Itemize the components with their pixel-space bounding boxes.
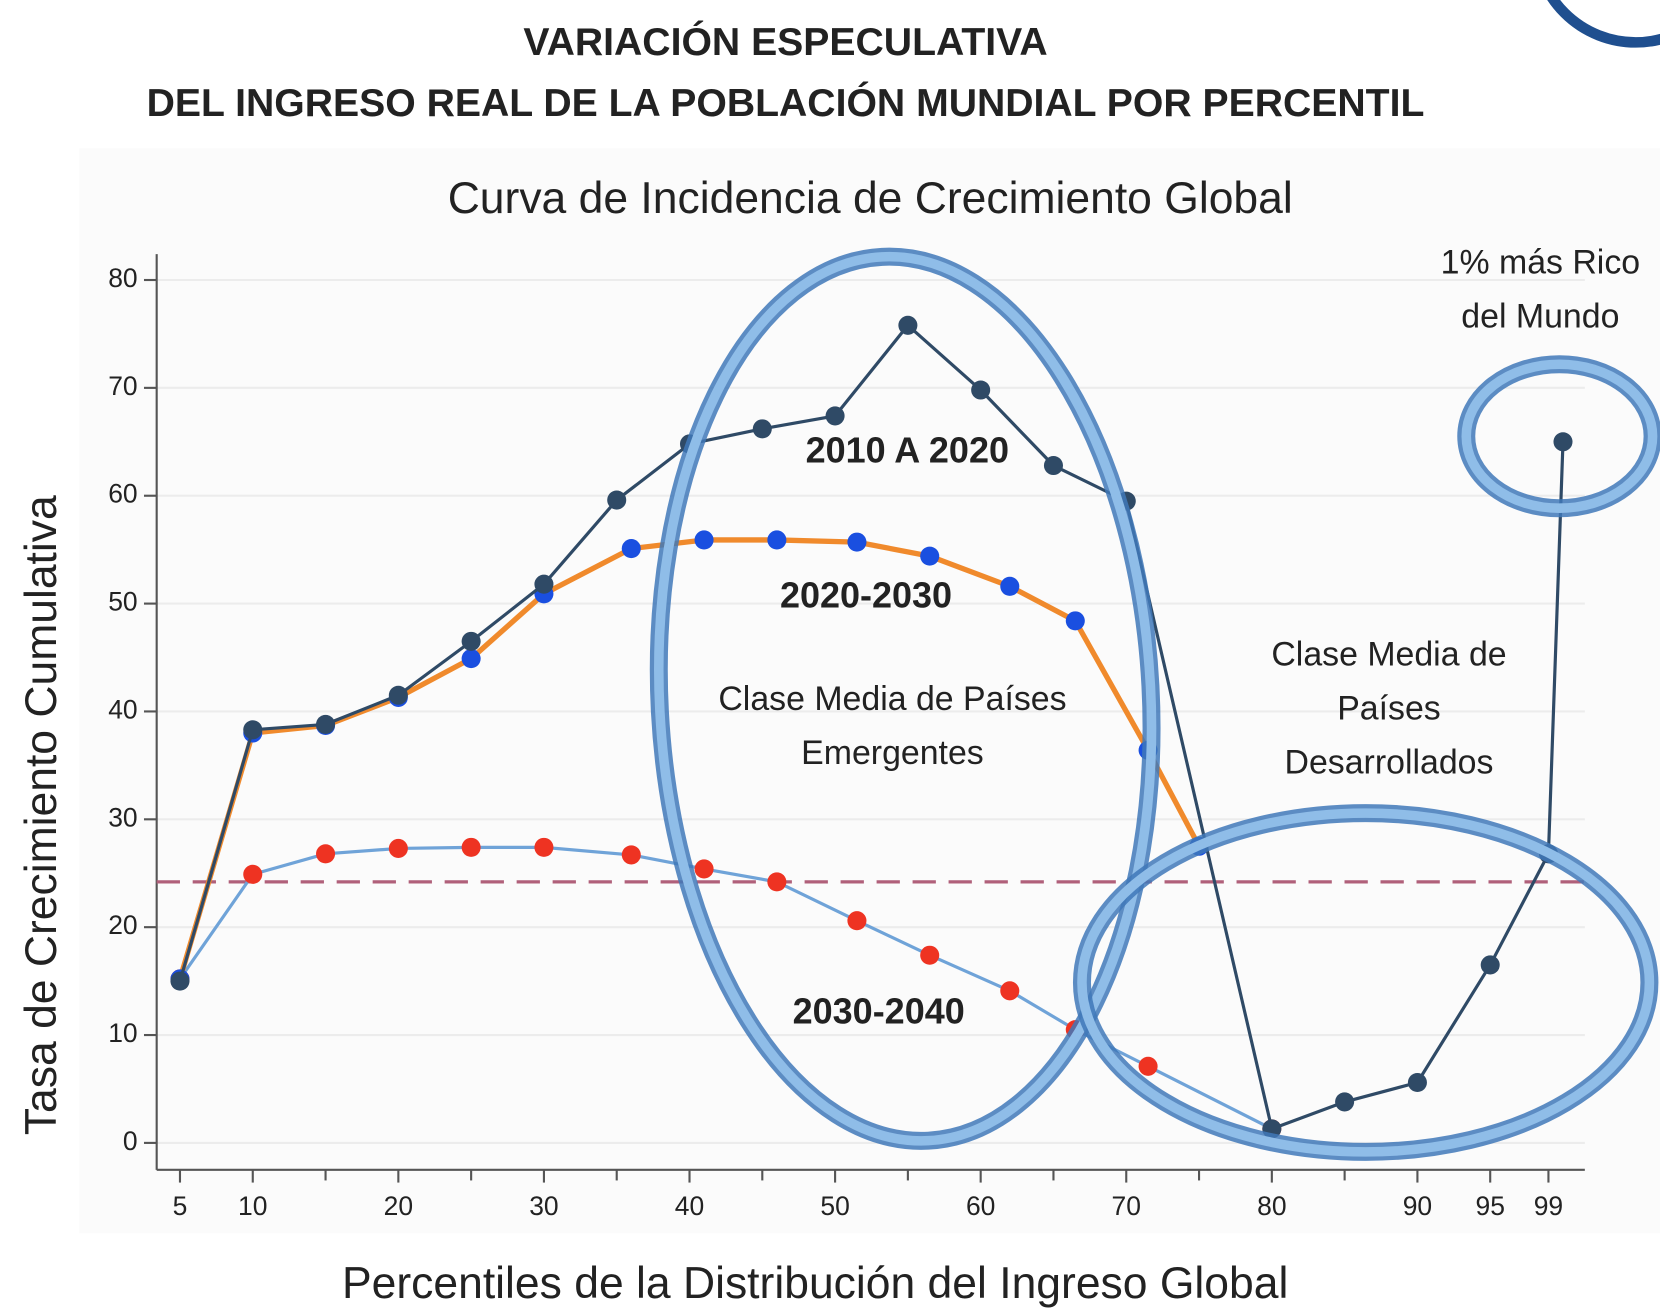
series-marker [1480,955,1500,975]
series-marker [170,971,190,991]
x-tick-label: 90 [1403,1191,1432,1221]
series-marker [1553,432,1573,452]
plot-background [79,148,1660,1234]
series-marker [243,720,263,740]
series-marker [1000,981,1020,1001]
y-tick-label: 20 [108,910,137,940]
annotation: 1% más Rico [1441,244,1640,282]
x-tick-label: 50 [820,1191,849,1221]
series-label: 2020-2030 [780,575,952,616]
annotation: Desarrollados [1285,743,1494,781]
y-tick-label: 40 [108,694,137,724]
series-marker [898,315,918,335]
series-marker [621,845,641,865]
series-marker [767,872,787,892]
series-marker [1043,455,1063,476]
x-tick-label: 30 [529,1191,558,1221]
x-tick-label: 60 [966,1191,995,1221]
annotation: Clase Media de Países [718,680,1066,718]
series-marker [316,714,336,734]
y-tick-label: 80 [108,263,137,293]
series-marker [1407,1072,1427,1093]
x-tick-label: 95 [1475,1191,1504,1221]
series-marker [920,945,940,965]
y-tick-label: 70 [108,371,137,401]
y-tick-label: 50 [108,587,137,617]
y-tick-label: 0 [123,1126,138,1156]
y-tick-label: 60 [108,479,137,509]
series-line [178,323,1565,1131]
title: VARIACIÓN ESPECULATIVA [523,20,1047,64]
x-tick-label: 40 [675,1191,704,1221]
x-tick-label: 5 [173,1191,188,1221]
series-label: 2030-2040 [793,991,965,1032]
highlight-ellipse [1461,359,1658,513]
series-marker [767,530,787,550]
x-tick-label: 10 [238,1191,267,1221]
x-tick-label: 80 [1257,1191,1286,1221]
decoration [1547,0,1660,48]
title: DEL INGRESO REAL DE LA POBLACIÓN MUNDIAL… [147,81,1425,125]
series-marker [461,837,481,857]
series-marker [461,649,481,669]
series-marker [534,837,554,857]
series-marker [1065,611,1085,631]
series-marker [847,532,867,552]
series-marker [388,838,408,858]
series-label: 2010 A 2020 [806,430,1009,471]
annotation: Clase Media de [1271,635,1506,673]
series-marker [847,911,867,931]
subtitle: Curva de Incidencia de Crecimiento Globa… [448,174,1293,223]
series-marker [243,864,263,884]
x-tick-label: 20 [384,1191,413,1221]
y-axis-label: Tasa de Crecimiento Cumulativa [17,495,66,1135]
annotation: Países [1337,689,1441,727]
y-tick-label: 10 [108,1018,137,1048]
series-marker [694,859,714,879]
series-marker [694,530,714,550]
series-marker [461,631,481,651]
series-marker [971,380,991,400]
annotation: Emergentes [801,734,984,772]
series-marker [607,490,627,510]
series-marker [1000,576,1020,596]
series-marker [316,844,336,864]
series-marker [388,685,408,705]
x-tick-label: 70 [1112,1191,1141,1221]
y-tick-label: 30 [108,802,137,832]
series-marker [1138,1056,1158,1076]
x-axis-label: Percentiles de la Distribución del Ingre… [342,1259,1288,1308]
annotation: del Mundo [1461,298,1619,336]
series-marker [920,546,940,566]
highlight-ellipse [1077,808,1655,1157]
x-tick-label: 99 [1534,1191,1563,1221]
series-marker [621,539,641,559]
series-marker [825,406,845,426]
highlight-ellipse [654,251,1157,1146]
series-marker [534,574,554,594]
series-marker [1335,1092,1355,1112]
series-marker [752,419,772,439]
